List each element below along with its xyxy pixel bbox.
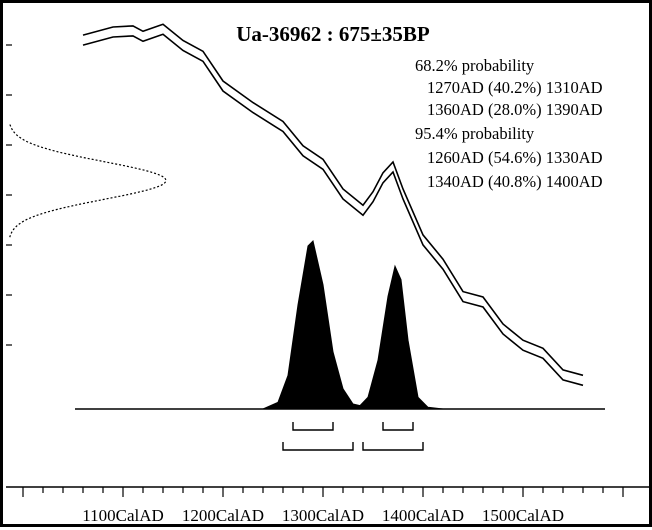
x-tick-label-2: 1200CalAD [182, 506, 264, 525]
range-68-bracket-1 [292, 422, 334, 431]
x-tick-label-3: 1300CalAD [282, 506, 364, 525]
annotation-95-range-2: 1340AD (40.8%) 1400AD [427, 172, 603, 191]
annotation-68-range-1: 1270AD (40.2%) 1310AD [427, 78, 603, 97]
probability-annotations: 68.2% probability 1270AD (40.2%) 1310AD … [415, 56, 603, 191]
x-tick-label-4: 1400CalAD [382, 506, 464, 525]
annotation-68-heading: 68.2% probability [415, 56, 535, 75]
radiocarbon-gaussian [9, 123, 167, 238]
calibration-curve-lower [82, 33, 584, 387]
range-68-bracket-2 [382, 422, 414, 431]
probability-distribution-layer [75, 240, 605, 410]
annotation-95-range-1: 1260AD (54.6%) 1330AD [427, 148, 603, 167]
probability-area [262, 240, 444, 410]
calibration-curve-upper [82, 23, 584, 377]
annotation-68-range-2: 1360AD (28.0%) 1390AD [427, 100, 603, 119]
y-axis-ticks [6, 44, 12, 346]
chart-title: Ua-36962 : 675±35BP [236, 22, 430, 46]
annotation-95-heading: 95.4% probability [415, 124, 535, 143]
x-tick-label-1: 1100CalAD [82, 506, 164, 525]
x-tick-label-5: 1500CalAD [482, 506, 564, 525]
range-brackets-layer [282, 422, 424, 451]
range-95-bracket-2 [362, 442, 424, 451]
calibration-chart: 1100CalAD 1200CalAD 1300CalAD 1400CalAD 1500… [6, 22, 652, 525]
range-95-bracket-1 [282, 442, 354, 451]
x-axis: 1100CalAD 1200CalAD 1300CalAD 1400CalAD 1500… [6, 486, 652, 525]
calibration-curve-layer [9, 23, 584, 387]
